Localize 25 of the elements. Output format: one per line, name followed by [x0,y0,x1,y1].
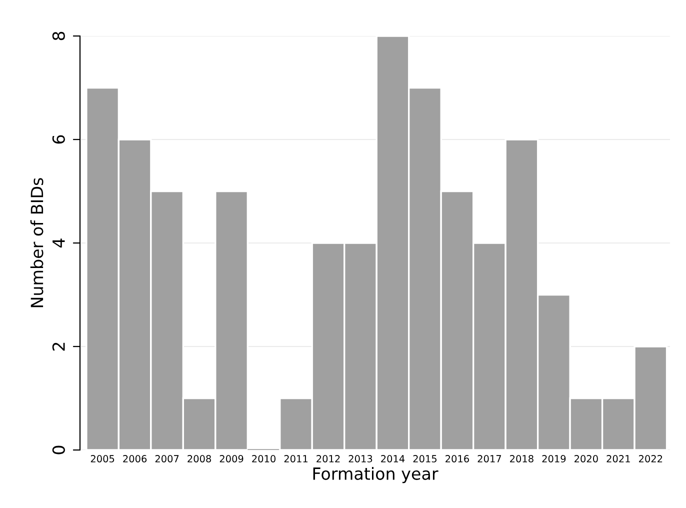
x-tick-label: 2021 [606,455,630,462]
y-tick-label: 8 [52,32,65,40]
x-tick-label: 2014 [381,455,405,462]
x-axis-title: Formation year [313,467,438,484]
x-tick-label: 2012 [316,455,340,462]
x-tick-label: 2017 [478,455,501,462]
x-tick-label: 2007 [155,455,179,462]
x-tick-label: 2019 [542,455,566,462]
x-tick-label: 2020 [574,455,598,462]
x-tick-label: 2015 [413,455,436,462]
y-tick-label: 0 [52,446,65,454]
x-tick-label: 2008 [188,455,211,462]
x-tick-label: 2018 [510,455,534,462]
x-tick-label: 2010 [252,455,276,462]
x-tick-label: 2016 [446,455,469,462]
y-tick-label: 6 [52,135,65,144]
y-tick-label: 4 [52,238,65,248]
x-tick-label: 2009 [220,455,244,462]
x-tick-label: 2005 [90,455,114,462]
x-tick-label: 2011 [284,455,308,462]
x-tick-label: 2006 [123,455,147,462]
y-axis-title: Number of BIDs [30,178,44,308]
x-tick-label: 2022 [638,455,662,462]
x-tick-label: 2013 [348,455,372,462]
y-tick-label: 2 [52,342,65,351]
